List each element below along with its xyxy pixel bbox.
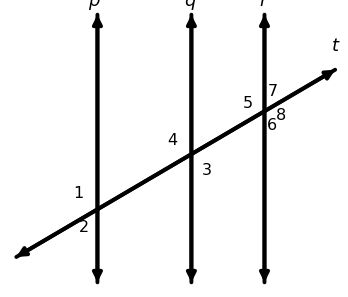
Text: q: q (184, 0, 195, 10)
Text: 6: 6 (267, 118, 277, 133)
Text: 7: 7 (268, 84, 278, 99)
Text: 5: 5 (243, 96, 253, 111)
Text: 8: 8 (276, 108, 286, 123)
Text: 2: 2 (78, 220, 89, 235)
Text: p: p (88, 0, 100, 10)
Text: 4: 4 (167, 133, 177, 148)
Text: 3: 3 (202, 163, 212, 178)
Text: 1: 1 (73, 186, 84, 200)
Text: r: r (259, 0, 267, 10)
Text: t: t (332, 37, 339, 55)
